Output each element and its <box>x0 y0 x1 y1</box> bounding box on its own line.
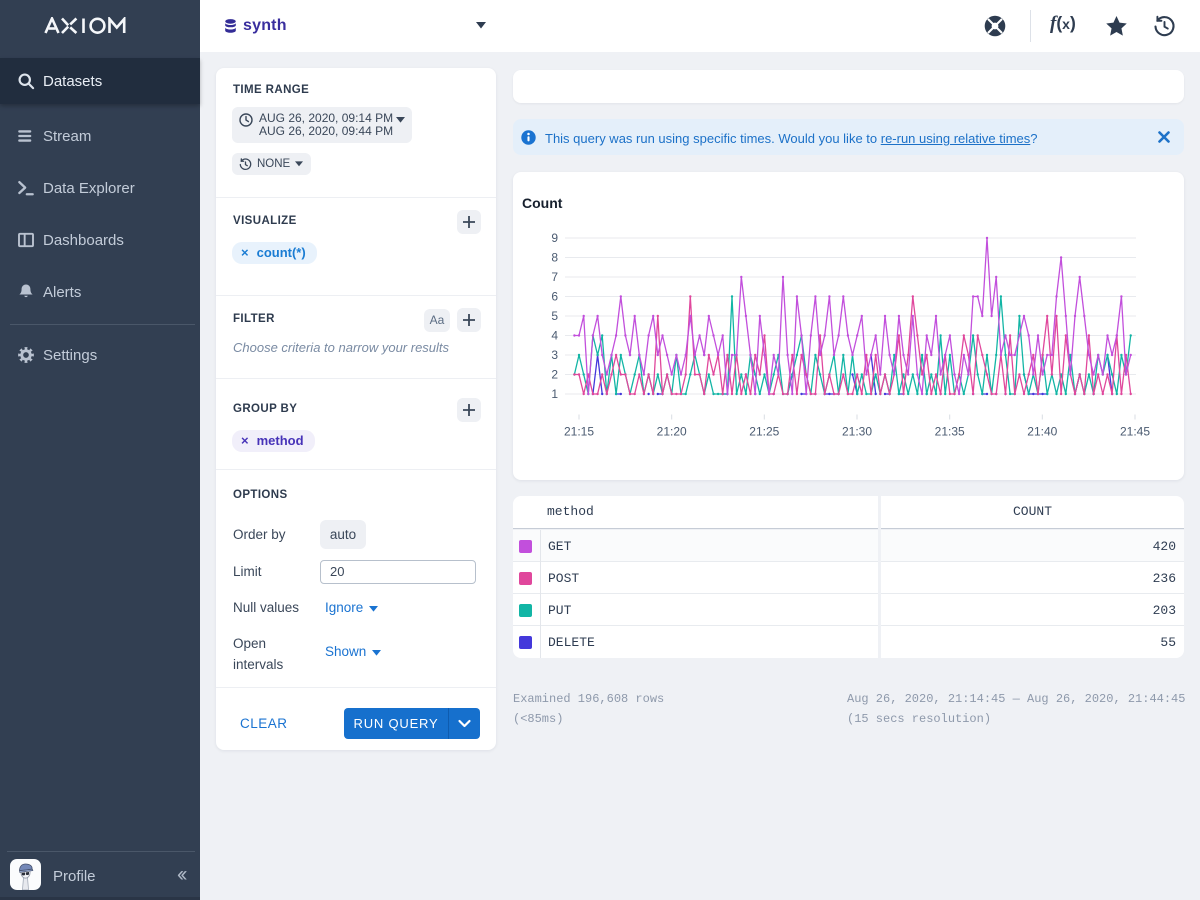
svg-text:21:45: 21:45 <box>1120 425 1150 439</box>
svg-text:21:20: 21:20 <box>657 425 687 439</box>
svg-text:7: 7 <box>551 270 558 284</box>
svg-text:21:35: 21:35 <box>935 425 965 439</box>
svg-text:1: 1 <box>551 387 558 401</box>
svg-text:5: 5 <box>551 309 558 323</box>
svg-text:9: 9 <box>551 231 558 245</box>
svg-text:2: 2 <box>551 368 558 382</box>
svg-text:21:25: 21:25 <box>749 425 779 439</box>
svg-text:8: 8 <box>551 251 558 265</box>
svg-text:21:15: 21:15 <box>564 425 594 439</box>
svg-text:3: 3 <box>551 348 558 362</box>
svg-text:21:30: 21:30 <box>842 425 872 439</box>
svg-text:21:40: 21:40 <box>1027 425 1057 439</box>
svg-text:6: 6 <box>551 290 558 304</box>
svg-text:4: 4 <box>551 329 558 343</box>
